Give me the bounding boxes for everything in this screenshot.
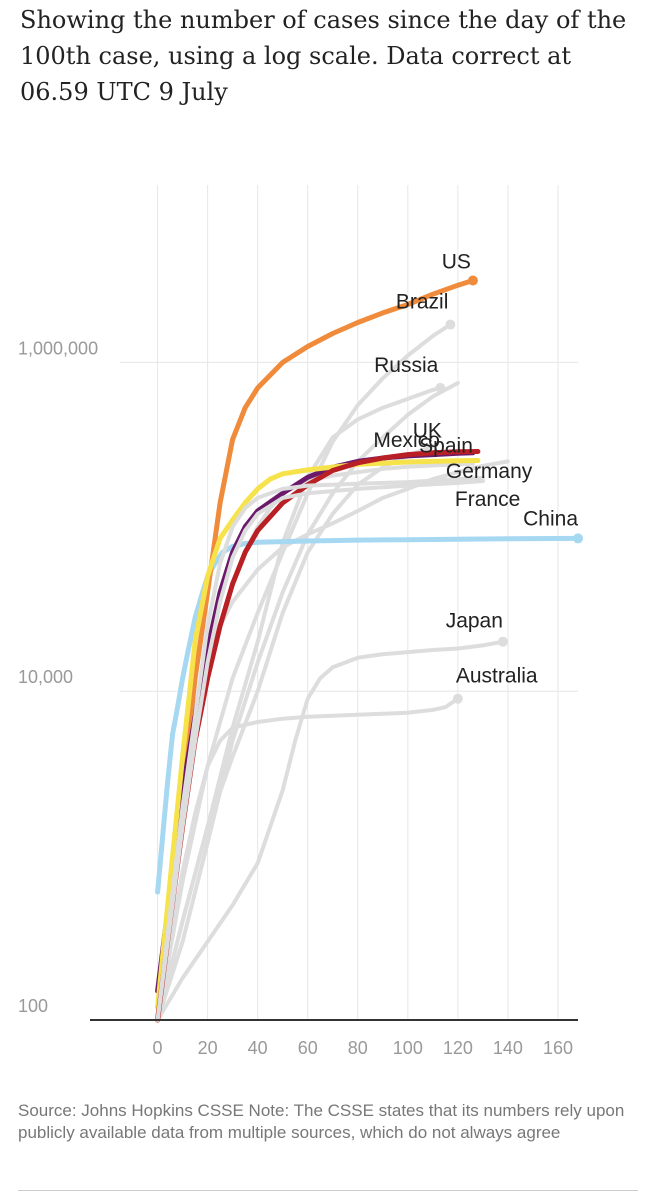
series-label-russia: Russia [374, 354, 439, 377]
x-tick-label: 160 [543, 1038, 573, 1058]
series-label-japan: Japan [446, 610, 503, 633]
series-labels: Russia Brazil Japan Australia China US MexicoS… [373, 250, 578, 687]
series-line-france [155, 479, 485, 1022]
series-line-spain [155, 458, 481, 1010]
series-end-marker-japan [497, 636, 508, 647]
x-tick-label: 0 [153, 1038, 163, 1058]
series-end-marker-brazil [445, 319, 456, 330]
y-tick-label: 100 [18, 996, 48, 1016]
series-label-brazil: Brazil [396, 291, 449, 314]
series-end-marker-us [467, 275, 478, 286]
series-end-marker-australia [452, 693, 463, 704]
series-label-china: China [523, 507, 578, 530]
axes: 0 20 40 60 80 100 120 140 160 100 10,000 1,000,000 [18, 338, 578, 1058]
series-label-uk: UK [413, 420, 442, 443]
series-line-india [155, 381, 460, 1022]
series-line-australia [155, 696, 460, 1022]
series-line-us [155, 278, 476, 1023]
x-tick-label: 60 [298, 1038, 318, 1058]
series-label-france: France [455, 488, 520, 511]
series-label-spain: Spain [419, 435, 473, 458]
series-line-italy [155, 461, 475, 1022]
line-chart: 0 20 40 60 80 100 120 140 16010010,0001,000,000 … [18, 185, 583, 1058]
series-lines [155, 275, 583, 1023]
x-tick-label: 40 [248, 1038, 268, 1058]
x-tick-label: 100 [393, 1038, 423, 1058]
series-end-marker-china [573, 533, 583, 544]
source-note: Source: Johns Hopkins CSSE Note: The CSS… [18, 1101, 625, 1142]
x-tick-label: 80 [348, 1038, 368, 1058]
y-tick-label: 10,000 [18, 667, 73, 687]
series-line-germany [155, 476, 485, 1022]
series-label-australia: Australia [456, 665, 538, 688]
x-tick-label: 20 [198, 1038, 218, 1058]
series-line-mexico [155, 450, 476, 994]
x-tick-label: 120 [443, 1038, 473, 1058]
series-line-japan [155, 639, 505, 1022]
x-tick-label: 140 [493, 1038, 523, 1058]
series-label-us: US [442, 250, 471, 273]
chart-subtitle: Showing the number of cases since the da… [20, 6, 627, 106]
y-tick-label: 1,000,000 [18, 338, 98, 358]
series-line-china [155, 535, 581, 895]
series-end-marker-russia [435, 382, 446, 393]
series-label-germany: Germany [446, 460, 533, 483]
series-label-mexico: Mexico [373, 429, 440, 452]
series-line-russia [155, 385, 443, 1022]
bottom-divider [18, 1190, 638, 1191]
